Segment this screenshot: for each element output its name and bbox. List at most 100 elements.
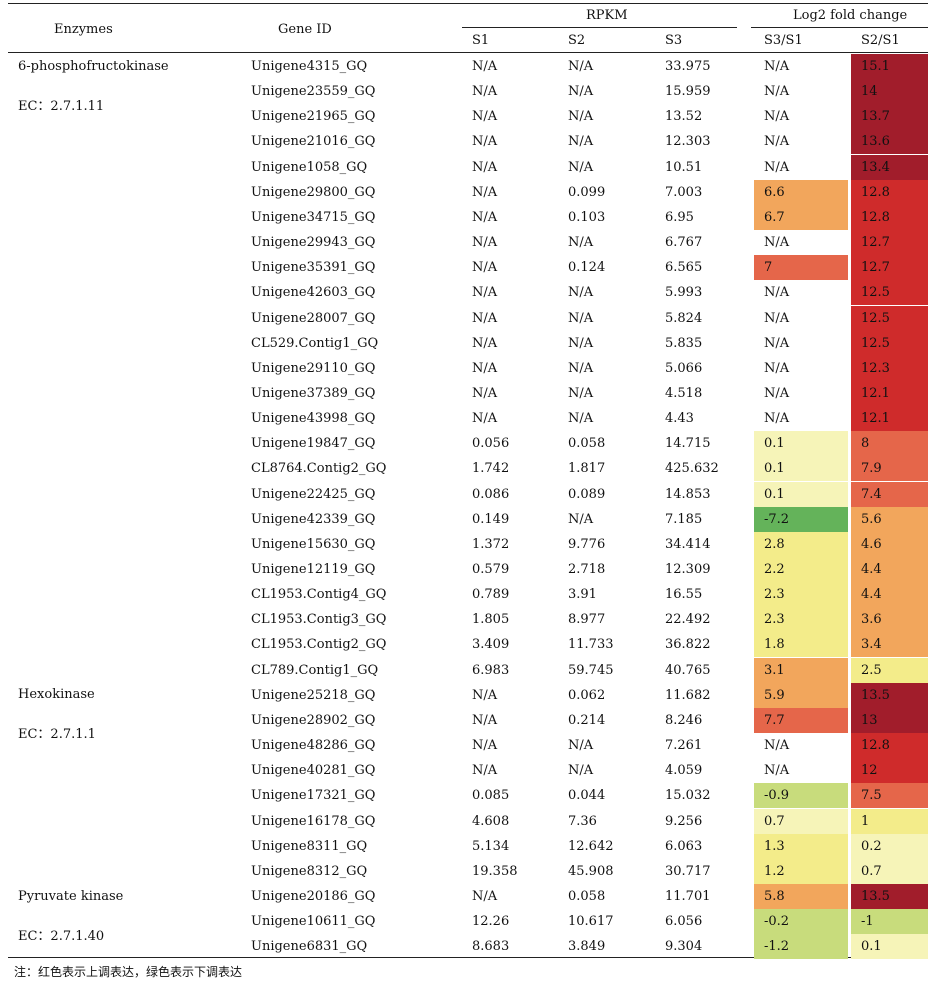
cell-s2s1-fold: 12.7 [851,255,928,281]
cell-s2s1-fold: 1 [851,808,928,834]
cell-s2: 2.718 [568,562,606,577]
cell-s1: N/A [472,411,498,427]
cell-gene-id: Unigene15630_GQ [251,536,376,552]
cell-s3s1-fold: 6.6 [754,179,848,205]
table-row: Unigene42339_GQ 0.149 N/A 7.185 -7.2 5.6 [8,506,928,532]
cell-s3s1-fold: 5.9 [754,682,848,708]
cell-s3s1-fold: N/A [764,360,790,376]
cell-s3: 34.414 [665,536,711,552]
cell-s2: 9.776 [568,536,606,552]
enzyme-ec-pfk: EC：2.7.1.11 [18,99,105,114]
table-row: Unigene8312_GQ 19.358 45.908 30.717 1.2 0.7 [8,858,928,884]
cell-gene-id: Unigene35391_GQ [251,260,376,276]
table-row: Unigene23559_GQ N/A N/A 15.959 N/A 14 [8,79,928,105]
cell-s2s1-fold: 3.4 [851,632,928,658]
table-row: Unigene17321_GQ 0.085 0.044 15.032 -0.9 7.5 [8,783,928,809]
cell-s1: N/A [472,360,498,376]
table-row: Unigene19847_GQ 0.056 0.058 14.715 0.1 8 [8,431,928,457]
cell-gene-id: Unigene48286_GQ [251,738,376,754]
cell-s3s1-fold: 2.8 [754,531,848,557]
cell-s1: N/A [472,385,498,401]
cell-s3s1-fold: 0.1 [754,456,848,482]
cell-s2s1-fold: 12.8 [851,179,928,205]
cell-s2s1-fold: 12.3 [851,355,928,381]
cell-s3s1-fold: 7.7 [754,707,848,733]
cell-s2s1-fold: 12.7 [851,230,928,256]
cell-s2: N/A [568,411,594,427]
cell-gene-id: Unigene4315_GQ [251,59,368,74]
cell-gene-id: Unigene43998_GQ [251,411,376,427]
cell-s3s1-fold: N/A [764,84,790,100]
cell-s2: N/A [568,763,594,779]
cell-s2: N/A [568,385,594,401]
cell-s2: 45.908 [568,863,614,879]
table-row: Unigene48286_GQ N/A N/A 7.261 N/A 12.8 [8,733,928,759]
table-row: Unigene22425_GQ 0.086 0.089 14.853 0.1 7.4 [8,481,928,507]
footnote: 注：红色表示上调表达，绿色表示下调表达 [14,965,243,979]
cell-s3s1-fold: N/A [764,763,790,779]
cell-s3s1-fold: 2.3 [754,582,848,608]
cell-s2s1-fold: 12.8 [851,204,928,230]
cell-s2: 11.733 [568,637,614,653]
cell-s1: 1.372 [472,536,510,552]
cell-gene-id: Unigene16178_GQ [251,813,376,829]
rpkm-underline [462,27,737,28]
cell-s3: 4.059 [665,763,703,779]
cell-s2s1-fold: 3.6 [851,607,928,633]
cell-gene-id: Unigene8311_GQ [251,838,368,854]
cell-s2s1-fold: 4.6 [851,531,928,557]
cell-s2s1-fold: 13.7 [851,104,928,130]
enzyme-name-hexokinase: Hexokinase [18,687,95,702]
cell-s3s1-fold: N/A [764,738,790,754]
table-row: CL529.Contig1_GQ N/A N/A 5.835 N/A 12.5 [8,330,928,356]
cell-s2: N/A [568,84,594,100]
cell-s2s1-fold: 12.1 [851,406,928,432]
cell-s2: N/A [568,235,594,251]
cell-s2: 0.062 [568,687,606,703]
cell-s3: 5.066 [665,360,703,376]
cell-s1: 0.085 [472,788,510,804]
cell-s3: 14.715 [665,436,711,452]
table-row: Unigene25218_GQ N/A 0.062 11.682 5.9 13.5 [8,682,928,708]
cell-s2: 0.099 [568,184,606,200]
cell-s1: N/A [472,763,498,779]
cell-s1: 0.149 [472,511,510,527]
enzyme-ec-hexokinase: EC：2.7.1.1 [18,727,96,742]
cell-gene-id: Unigene12119_GQ [251,562,376,577]
cell-s3: 12.303 [665,134,711,150]
cell-s3s1-fold: 1.3 [754,833,848,859]
table-row: Unigene28902_GQ N/A 0.214 8.246 7.7 13 [8,707,928,733]
cell-gene-id: Unigene17321_GQ [251,788,376,804]
cell-gene-id: CL789.Contig1_GQ [251,662,379,678]
cell-s3: 16.55 [665,587,703,603]
cell-s3s1-fold: -7.2 [754,506,848,532]
cell-s1: N/A [472,159,498,175]
table-row: CL1953.Contig4_GQ 0.789 3.91 16.55 2.3 4.4 [8,582,928,608]
cell-s3s1-fold: N/A [764,411,790,427]
cell-s1: N/A [472,888,498,904]
cell-s2s1-fold: 13 [851,707,928,733]
header-rpkm: RPKM [586,8,628,23]
cell-s3: 13.52 [665,109,703,125]
cell-gene-id: Unigene10611_GQ [251,914,376,930]
cell-s2: 1.817 [568,461,606,477]
cell-s2s1-fold: 12.8 [851,733,928,759]
cell-gene-id: CL8764.Contig2_GQ [251,461,387,477]
cell-gene-id: Unigene21965_GQ [251,109,376,125]
enzyme-name-pyruvate-kinase: Pyruvate kinase [18,889,124,904]
cell-s3s1-fold: 2.3 [754,607,848,633]
cell-s3: 8.246 [665,712,703,728]
table-row: CL789.Contig1_GQ 6.983 59.745 40.765 3.1 2.5 [8,657,928,683]
cell-s2: 0.058 [568,888,606,904]
cell-s3s1-fold: 5.8 [754,883,848,909]
table-row: Unigene43998_GQ N/A N/A 4.43 N/A 12.1 [8,406,928,432]
cell-s1: N/A [472,335,498,351]
cell-s2: 0.103 [568,209,606,225]
cell-s1: 3.409 [472,637,510,653]
cell-s3s1-fold: N/A [764,109,790,125]
cell-s3s1-fold: 0.1 [754,431,848,457]
cell-s3: 11.701 [665,888,711,904]
cell-s3s1-fold: N/A [764,134,790,150]
cell-s3s1-fold: 0.7 [754,808,848,834]
cell-gene-id: Unigene42339_GQ [251,511,376,527]
